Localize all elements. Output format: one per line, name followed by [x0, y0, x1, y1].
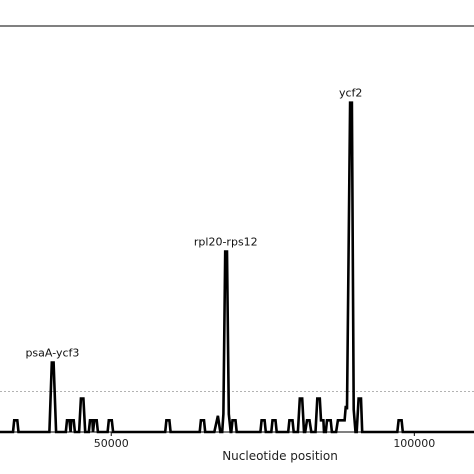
- series-line-0: [0, 101, 474, 434]
- peak-label: psaA-ycf3: [25, 347, 79, 360]
- peak-label: ycf2: [339, 87, 362, 100]
- x-tick-label: 50000: [94, 437, 129, 450]
- plot-frame: [0, 25, 474, 433]
- x-axis-ticks: 50000 100000: [94, 432, 435, 450]
- x-tick-label: 100000: [393, 437, 435, 450]
- series-layer: [0, 101, 474, 434]
- peak-label: rpl20-rps12: [194, 236, 258, 249]
- x-axis-title: Nucleotide position: [222, 449, 338, 463]
- peak-annotations: psaA-ycf3 rpl20-rps12 ycf2: [25, 87, 362, 360]
